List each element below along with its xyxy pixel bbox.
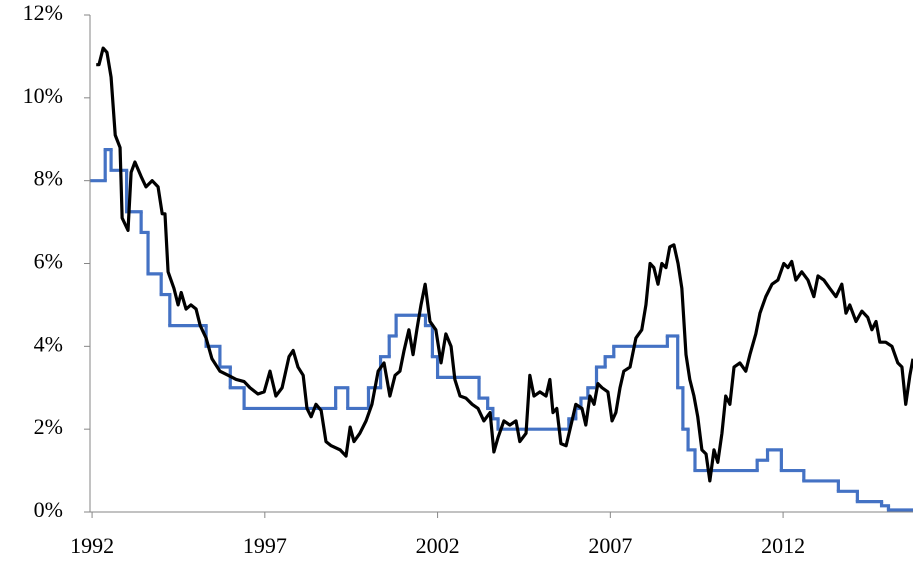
y-tick-label: 4% [34,331,63,356]
y-tick-label: 12% [23,0,63,25]
y-tick-label: 8% [34,166,63,191]
step-riser [103,149,891,510]
x-tick-label: 2012 [761,533,805,558]
y-tick-label: 2% [34,414,63,439]
x-tick-label: 2002 [416,533,460,558]
y-tick-label: 10% [23,83,63,108]
y-tick-label: 0% [34,497,63,522]
x-tick-label: 1992 [70,533,114,558]
y-tick-label: 6% [34,249,63,274]
x-tick-label: 2007 [588,533,632,558]
x-tick-label: 1997 [243,533,287,558]
series-line [96,46,913,483]
